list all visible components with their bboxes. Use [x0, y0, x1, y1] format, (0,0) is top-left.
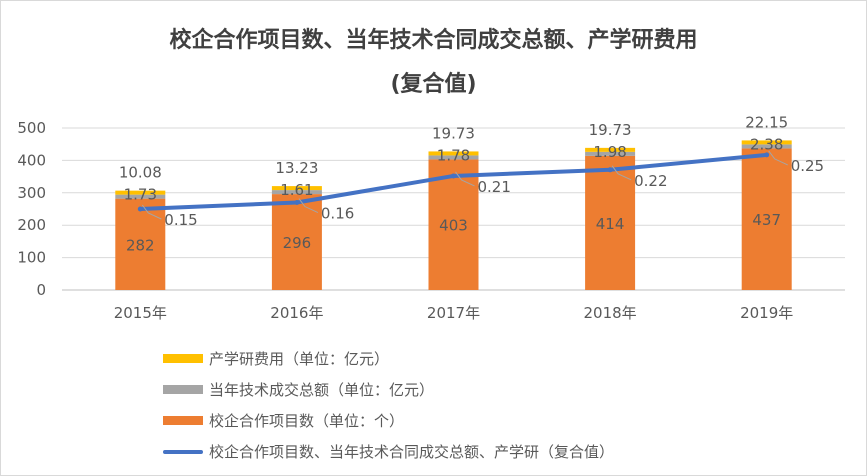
y-tick-label: 100 [17, 249, 46, 267]
bar-segment-1 [271, 190, 322, 195]
composite-line-point [137, 206, 143, 212]
bar-segment-2 [271, 186, 322, 191]
bar-value-label: 437 [752, 211, 781, 229]
line-value-label: 0.16 [321, 205, 354, 223]
bar-value-label: 1.73 [124, 186, 157, 204]
leader-line [298, 198, 319, 213]
bar-value-label: 19.73 [432, 124, 475, 142]
legend-label-tech-contract: 当年技术成交总额（单位：亿元） [209, 381, 435, 399]
composite-line-point [294, 200, 300, 206]
x-tick-label: 2015年 [114, 304, 167, 322]
composite-line-point [607, 167, 613, 173]
chart-legend: 产学研费用（单位：亿元） 当年技术成交总额（单位：亿元） 校企合作项目数（单位：… [163, 343, 614, 467]
line-value-label: 0.22 [634, 172, 667, 190]
bar-value-label: 22.15 [745, 113, 788, 131]
leader-line [611, 165, 632, 181]
bar-segment-1 [428, 155, 479, 160]
y-tick-label: 0 [36, 281, 46, 299]
bar-value-label: 19.73 [589, 121, 632, 139]
y-tick-label: 500 [17, 119, 46, 137]
bar-segment-2 [115, 190, 166, 195]
bar-segment-1 [115, 194, 166, 199]
leader-line [455, 171, 475, 187]
y-tick-label: 200 [17, 216, 46, 234]
x-tick-label: 2019年 [740, 304, 793, 322]
bar-value-label: 2.38 [750, 135, 783, 153]
bar-segment-0 [115, 198, 166, 290]
bar-value-label: 403 [439, 217, 468, 235]
bar-segment-2 [428, 151, 479, 156]
line-value-label: 0.15 [164, 211, 197, 229]
legend-item-projects: 校企合作项目数（单位：个） [163, 405, 614, 436]
leader-line [768, 150, 788, 166]
legend-label-projects: 校企合作项目数（单位：个） [209, 412, 405, 430]
bar-value-label: 10.08 [119, 164, 162, 182]
chart-subtitle: (复合值) [390, 72, 477, 97]
legend-label-research-cost: 产学研费用（单位：亿元） [209, 350, 390, 368]
y-tick-label: 400 [17, 151, 46, 169]
composite-line-point [451, 173, 456, 179]
x-tick-label: 2017年 [427, 304, 480, 322]
bar-segment-0 [428, 159, 479, 290]
leader-line [141, 204, 162, 220]
bar-value-label: 282 [126, 236, 155, 254]
chart-title: 校企合作项目数、当年技术合同成交总额、产学研费用 [169, 28, 698, 53]
composite-line-point [764, 152, 770, 158]
legend-item-tech-contract: 当年技术成交总额（单位：亿元） [163, 374, 614, 405]
legend-item-composite: 校企合作项目数、当年技术合同成交总额、产学研（复合值） [163, 436, 614, 467]
legend-label-composite: 校企合作项目数、当年技术合同成交总额、产学研（复合值） [209, 443, 615, 461]
bar-value-label: 13.23 [275, 159, 318, 177]
bar-value-label: 414 [596, 215, 625, 233]
legend-item-research-cost: 产学研费用（单位：亿元） [163, 343, 614, 374]
bar-value-label: 1.78 [437, 146, 470, 164]
line-value-label: 0.25 [791, 157, 824, 175]
bar-value-label: 1.98 [593, 143, 626, 161]
line-value-label: 0.21 [478, 178, 511, 196]
bar-segment-1 [585, 151, 636, 156]
bar-value-label: 1.61 [280, 181, 313, 199]
legend-swatch-projects [163, 416, 203, 425]
x-tick-label: 2016年 [270, 304, 323, 322]
bar-segment-0 [741, 148, 792, 290]
legend-swatch-tech-contract [163, 385, 203, 394]
bar-segment-1 [741, 144, 792, 149]
x-tick-label: 2018年 [584, 304, 637, 322]
bar-segment-2 [585, 147, 636, 152]
legend-swatch-composite [163, 449, 203, 454]
legend-swatch-research-cost [163, 354, 203, 363]
bar-segment-2 [741, 140, 792, 145]
bar-value-label: 296 [283, 234, 312, 252]
y-tick-label: 300 [17, 184, 46, 202]
